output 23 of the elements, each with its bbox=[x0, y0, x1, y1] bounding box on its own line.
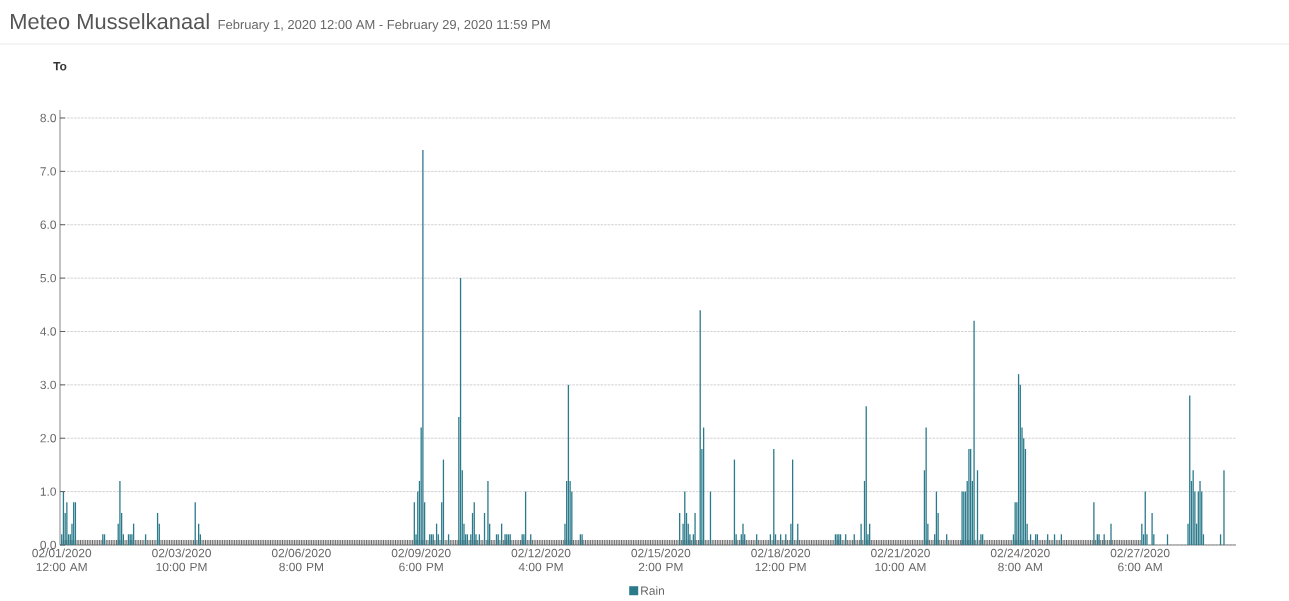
x-tick-label: 02/06/2020 8:00 PM bbox=[271, 548, 331, 572]
x-tick-label: 02/09/2020 6:00 PM bbox=[391, 548, 451, 572]
y-tick-label: 0.0 bbox=[40, 540, 57, 550]
y-tick-label: 7.0 bbox=[40, 167, 57, 176]
y-tick-label: 1.0 bbox=[40, 487, 57, 496]
y-tick-label: 3.0 bbox=[40, 380, 57, 390]
y-tick-label: 5.0 bbox=[40, 273, 57, 283]
y-tick-label: 4.0 bbox=[40, 327, 57, 336]
y-tick-label: 8.0 bbox=[40, 113, 57, 123]
y-axis-title: To bbox=[53, 62, 67, 71]
x-tick-label: 02/15/2020 2:00 PM bbox=[631, 548, 691, 572]
legend-label: Rain bbox=[641, 586, 664, 595]
x-tick-label: 02/18/2020 12:00 PM bbox=[751, 548, 811, 572]
y-tick-label: 2.0 bbox=[40, 434, 57, 443]
x-tick-label: 02/03/2020 10:00 PM bbox=[152, 548, 211, 572]
chart-title: Meteo Musselkanaal bbox=[11, 13, 209, 30]
x-tick-label: 02/24/2020 8:00 AM bbox=[990, 548, 1050, 572]
x-tick-label: 02/21/2020 10:00 AM bbox=[871, 548, 930, 572]
x-tick-label: 02/12/2020 4:00 PM bbox=[511, 548, 571, 572]
chart-subtitle: February 1, 2020 12:00 AM - February 29, 2020 11:59 PM bbox=[218, 19, 550, 32]
y-tick-label: 6.0 bbox=[40, 220, 57, 229]
x-tick-label: 02/01/2020 12:00 AM bbox=[32, 548, 92, 572]
x-tick-label: 02/27/2020 6:00 AM bbox=[1110, 548, 1170, 572]
